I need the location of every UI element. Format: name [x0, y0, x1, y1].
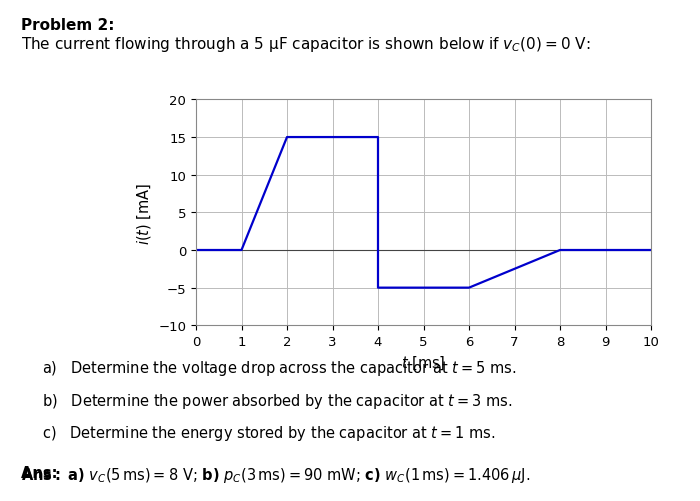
Text: Problem 2:: Problem 2:: [21, 18, 115, 33]
Text: $\mathbf{Ans:\ a)}$ $v_C(5\,\mathrm{ms}) = 8$ V; $\mathbf{b)}$ $p_C(3\,\mathrm{m: $\mathbf{Ans:\ a)}$ $v_C(5\,\mathrm{ms})…: [21, 465, 530, 484]
Text: a)   Determine the voltage drop across the capacitor at $t = 5$ ms.: a) Determine the voltage drop across the…: [42, 358, 516, 377]
X-axis label: $t$ [ms]: $t$ [ms]: [401, 354, 446, 371]
Text: The current flowing through a 5 μF capacitor is shown below if $v_C(0) = 0$ V:: The current flowing through a 5 μF capac…: [21, 35, 590, 54]
Y-axis label: $i(t)$ [mA]: $i(t)$ [mA]: [134, 182, 153, 244]
Text: c)   Determine the energy stored by the capacitor at $t = 1$ ms.: c) Determine the energy stored by the ca…: [42, 423, 496, 442]
Text: b)   Determine the power absorbed by the capacitor at $t = 3$ ms.: b) Determine the power absorbed by the c…: [42, 391, 512, 410]
Text: Ans:: Ans:: [21, 465, 62, 480]
